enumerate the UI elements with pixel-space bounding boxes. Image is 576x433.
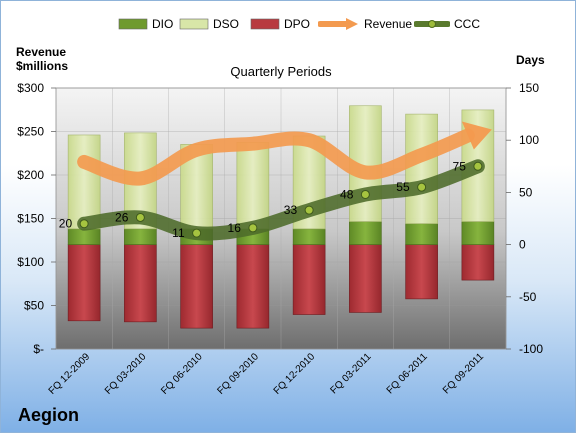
bar-dso — [405, 113, 438, 225]
left-tick-label: $250 — [17, 125, 44, 139]
bar-dio — [67, 228, 101, 245]
chart-title: Quarterly Periods — [230, 64, 332, 79]
ccc-data-label: 33 — [284, 203, 298, 217]
left-tick-label: $100 — [17, 255, 44, 269]
ccc-data-label: 16 — [228, 221, 242, 235]
right-axis-title: Days — [516, 53, 545, 67]
bar-dso — [67, 134, 101, 230]
ccc-point — [248, 223, 258, 233]
legend-item-dpo: DPO — [250, 15, 310, 33]
right-tick-label: 50 — [519, 185, 533, 199]
bar-dio — [405, 223, 438, 245]
bar-dio — [461, 221, 495, 245]
legend-label: DPO — [284, 17, 311, 31]
legend-symbol — [318, 18, 358, 30]
ccc-point — [304, 205, 314, 215]
company-name: Aegion — [18, 405, 79, 425]
left-tick-label: $50 — [24, 299, 44, 313]
bar-dpo — [349, 244, 382, 313]
legend-symbol — [118, 18, 148, 30]
right-tick-label: 150 — [519, 81, 539, 95]
bar-dpo — [124, 244, 157, 323]
ccc-point — [192, 228, 202, 238]
ccc-data-label: 55 — [396, 180, 410, 194]
category-label: FQ 09-2011 — [441, 351, 486, 396]
revenue-arrowhead — [461, 121, 492, 150]
category-label: FQ 12-2009 — [47, 351, 93, 397]
legend-label: DSO — [213, 17, 240, 31]
ccc-point — [135, 212, 145, 222]
category-label: FQ 06-2010 — [159, 351, 205, 397]
left-axis-title-line2: $millions — [16, 59, 69, 73]
legend-item-dio: DIO — [118, 15, 173, 33]
ccc-point — [79, 219, 89, 229]
revenue-line — [77, 128, 475, 186]
ccc-point — [360, 189, 370, 199]
category-label: FQ 03-2010 — [103, 351, 149, 397]
legend-item-ccc: CCC — [414, 15, 480, 33]
legend-label: Revenue — [364, 17, 413, 31]
left-tick-label: $- — [33, 342, 44, 356]
ccc-point — [473, 161, 483, 171]
right-tick-label: -50 — [519, 290, 537, 304]
left-tick-label: $300 — [17, 81, 44, 95]
legend-symbol — [414, 20, 450, 28]
left-tick-label: $200 — [17, 168, 44, 182]
left-tick-label: $150 — [17, 212, 44, 226]
ccc-data-label: 11 — [172, 226, 185, 240]
category-label: FQ 09-2010 — [215, 351, 261, 397]
legend-item-dso: DSO — [179, 15, 239, 33]
bar-dpo — [405, 244, 438, 300]
bar-dio — [349, 221, 382, 245]
bar-dpo — [236, 244, 270, 329]
right-tick-label: 0 — [519, 238, 526, 252]
ccc-data-label: 48 — [340, 187, 354, 201]
bar-dpo — [180, 244, 213, 329]
legend-item-revenue: Revenue — [318, 15, 412, 33]
legend-label: CCC — [454, 17, 480, 31]
left-axis-title-line1: Revenue — [16, 45, 67, 59]
bar-dso — [236, 141, 270, 230]
bar-dpo — [67, 244, 101, 322]
category-label: FQ 12-2010 — [272, 351, 318, 397]
bar-dpo — [461, 244, 495, 281]
legend-label: DIO — [152, 17, 174, 31]
legend-symbol — [179, 18, 209, 30]
category-label: FQ 06-2011 — [385, 351, 430, 396]
category-label: FQ 03-2011 — [329, 351, 374, 396]
right-tick-label: 100 — [519, 133, 539, 147]
legend-symbol — [250, 18, 280, 30]
bar-dio — [124, 228, 157, 245]
right-tick-label: -100 — [519, 342, 543, 356]
left-axis-title: Revenue $millions — [16, 45, 68, 73]
bar-dpo — [292, 244, 326, 315]
ccc-line — [77, 159, 485, 241]
ccc-data-label: 75 — [453, 159, 467, 173]
ccc-data-label: 26 — [115, 210, 129, 224]
bar-dio — [292, 228, 326, 245]
ccc-point — [417, 182, 427, 192]
ccc-data-label: 20 — [59, 217, 73, 231]
